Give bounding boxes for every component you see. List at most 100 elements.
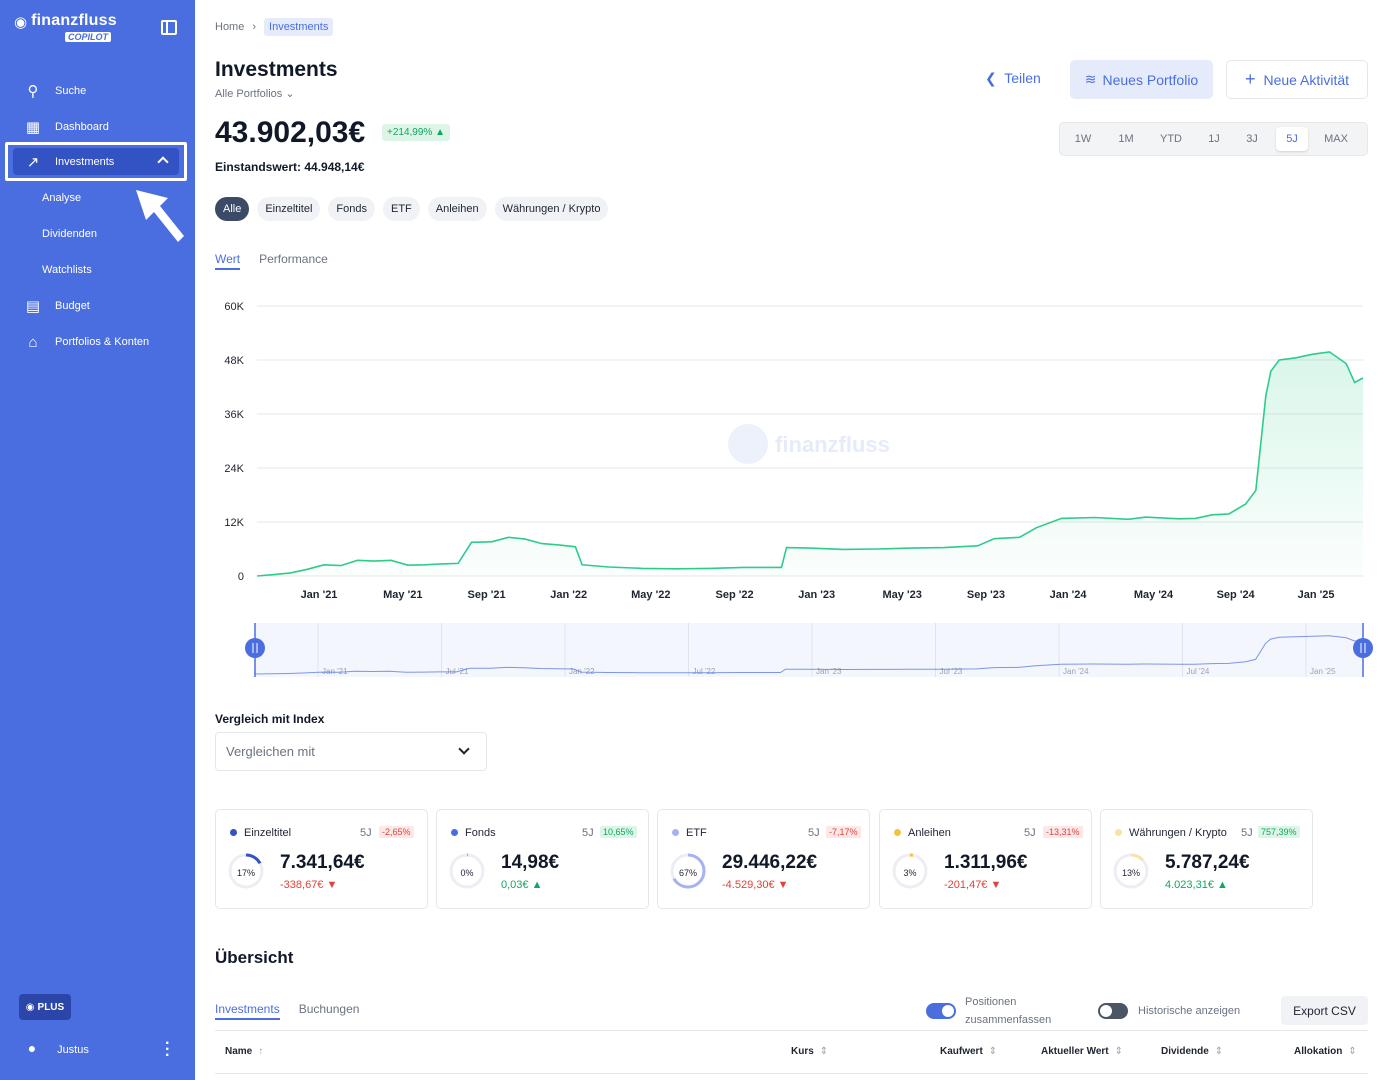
- plan-badge[interactable]: ◉ PLUS: [19, 994, 71, 1020]
- summarize-toggle[interactable]: [926, 1003, 956, 1019]
- range-1j[interactable]: 1J: [1208, 133, 1220, 145]
- budget-icon: ▤: [25, 298, 41, 315]
- triangle-down-icon: ▼: [774, 879, 789, 891]
- category-change-value: -201,47€: [944, 879, 988, 891]
- sidebar-item-portfolios[interactable]: ⌂ Portfolios & Konten: [0, 327, 195, 357]
- filter-anleihen[interactable]: Anleihen: [427, 197, 487, 221]
- user-profile[interactable]: ● Justus: [24, 1040, 89, 1056]
- history-toggle[interactable]: [1098, 1003, 1128, 1019]
- compare-select[interactable]: Vergleichen mit: [215, 732, 487, 771]
- column-header-kurs[interactable]: Kurs ⇕: [791, 1046, 828, 1057]
- tab-buchungen[interactable]: Buchungen: [298, 1002, 360, 1016]
- share-button[interactable]: ❮ Teilen: [985, 70, 1041, 87]
- category-card[interactable]: ETF 5J -7,17% 67% 29.446,22€ -4.529,30€ ▼: [657, 809, 870, 909]
- category-performance: -2,65%: [379, 826, 414, 838]
- new-activity-button[interactable]: + Neue Aktivität: [1226, 60, 1368, 99]
- category-period: 5J: [1241, 827, 1253, 839]
- overview-tabs: Investments Buchungen: [215, 1002, 359, 1020]
- category-period: 5J: [360, 827, 372, 839]
- navigator-line: [254, 635, 1364, 675]
- tab-investments[interactable]: Investments: [215, 1002, 280, 1020]
- sidebar-item-suche[interactable]: ⚲ Suche: [0, 76, 195, 106]
- range-5j[interactable]: 5J: [1276, 127, 1308, 151]
- tab-wert[interactable]: Wert: [215, 252, 241, 270]
- avatar-icon: ●: [27, 1040, 37, 1056]
- column-label: Aktueller Wert: [1041, 1046, 1109, 1057]
- sidebar: ◉ finanzfluss COPILOT ⚲ Suche ▦ Dashboar…: [0, 0, 195, 1080]
- new-portfolio-button[interactable]: ≋ Neues Portfolio: [1070, 60, 1213, 99]
- triangle-up-icon: ▲: [528, 879, 543, 891]
- category-change: 0,03€ ▲: [501, 879, 542, 891]
- bank-icon: ⌂: [28, 333, 38, 351]
- sort-icon: ⇕: [819, 1046, 829, 1057]
- triangle-up-icon: ▲: [1213, 879, 1228, 891]
- category-card[interactable]: Anleihen 5J -13,31% 3% 1.311,96€ -201,47€ ▼: [879, 809, 1092, 909]
- range-1m[interactable]: 1M: [1118, 133, 1134, 145]
- y-tick-label: 48K: [224, 355, 244, 367]
- x-tick-label: Sep '24: [1217, 589, 1256, 601]
- x-tick-label: Jan '21: [301, 589, 338, 601]
- navigator-handle-right[interactable]: [1353, 638, 1373, 658]
- compare-placeholder: Vergleichen mit: [226, 744, 315, 759]
- category-performance: -13,31%: [1043, 826, 1083, 838]
- column-header-allokation[interactable]: Allokation ⇕: [1294, 1046, 1357, 1057]
- sidebar-item-budget[interactable]: ▤ Budget: [0, 291, 195, 321]
- triangle-up-icon: ▲: [435, 127, 446, 138]
- filter-waehrungen-krypto[interactable]: Währungen / Krypto: [494, 197, 609, 221]
- category-card[interactable]: Währungen / Krypto 5J 757,39% 13% 5.787,24€ 4…: [1100, 809, 1313, 909]
- range-1w[interactable]: 1W: [1074, 133, 1092, 145]
- allocation-arc: [1113, 853, 1149, 889]
- sort-icon: ⇕: [1348, 1046, 1357, 1057]
- gain-badge: +214,99% ▲: [382, 124, 451, 141]
- category-card[interactable]: Einzeltitel 5J -2,65% 17% 7.341,64€ -338,67€ …: [215, 809, 428, 909]
- category-name: Währungen / Krypto: [1129, 827, 1227, 839]
- sidebar-item-watchlists[interactable]: Watchlists: [42, 264, 92, 276]
- column-header-dividende[interactable]: Dividende ⇕: [1161, 1046, 1223, 1057]
- export-csv-button[interactable]: Export CSV: [1281, 996, 1368, 1025]
- sidebar-item-investments-row[interactable]: ↗ Investments: [0, 147, 195, 177]
- portfolio-value: 43.902,03€: [215, 116, 366, 149]
- new-portfolio-label: Neues Portfolio: [1102, 71, 1199, 88]
- column-header-aktueller-wert[interactable]: Aktueller Wert ⇕: [1041, 1046, 1123, 1057]
- category-name: Fonds: [465, 827, 496, 839]
- range-max[interactable]: MAX: [1324, 133, 1348, 145]
- range-3j[interactable]: 3J: [1246, 133, 1258, 145]
- divider: [215, 1030, 1368, 1031]
- filter-fonds[interactable]: Fonds: [328, 197, 375, 221]
- allocation-arc: [449, 853, 485, 889]
- column-header-kaufwert[interactable]: Kaufwert ⇕: [940, 1046, 997, 1057]
- column-header-name[interactable]: Name ↑: [225, 1046, 263, 1057]
- sidebar-item-investments[interactable]: [5, 142, 187, 181]
- chart-icon: ↗: [26, 154, 40, 171]
- share-icon: ❮: [985, 70, 997, 86]
- category-dot: [451, 829, 458, 836]
- more-menu-icon[interactable]: · · ·: [165, 1035, 171, 1064]
- x-tick-label: Sep '22: [716, 589, 754, 601]
- sidebar-item-dashboard[interactable]: ▦ Dashboard: [0, 112, 195, 142]
- column-label: Name: [225, 1046, 253, 1057]
- range-ytd[interactable]: YTD: [1160, 133, 1182, 145]
- plus-icon: +: [1244, 69, 1256, 89]
- allocation-ring: [449, 853, 485, 889]
- sidebar-collapse-icon[interactable]: [161, 20, 177, 35]
- tab-performance[interactable]: Performance: [259, 252, 328, 266]
- app-name: finanzfluss: [31, 12, 117, 29]
- breadcrumb-home[interactable]: Home: [215, 21, 245, 33]
- range-navigator[interactable]: Jan '21 Jul '21 Jan '22 Jul '22 Jan '23 Jul '…: [245, 623, 1373, 677]
- category-card[interactable]: Fonds 5J 10,65% 0% 14,98€ 0,03€ ▲: [436, 809, 649, 909]
- plan-badge-label: PLUS: [37, 1001, 65, 1013]
- category-change-value: 0,03€: [501, 879, 529, 891]
- value-chart[interactable]: 60K 48K 36K 24K 12K 0 Jan '21 May '21 Sep '21 Ja…: [195, 290, 1387, 690]
- portfolio-select[interactable]: Alle Portfolios ⌄: [215, 87, 295, 100]
- navigator-handle-left[interactable]: [245, 638, 265, 658]
- category-period: 5J: [1024, 827, 1036, 839]
- app-logo[interactable]: ◉ finanzfluss COPILOT: [14, 12, 117, 42]
- filter-etf[interactable]: ETF: [383, 197, 420, 221]
- column-label: Kaufwert: [940, 1046, 983, 1057]
- allocation-share: 67%: [678, 868, 697, 878]
- allocation-share: 0%: [460, 868, 474, 878]
- sidebar-item-dividenden[interactable]: Dividenden: [42, 228, 98, 240]
- filter-alle[interactable]: Alle: [215, 197, 250, 221]
- sidebar-item-analyse[interactable]: Analyse: [42, 192, 82, 204]
- filter-einzeltitel[interactable]: Einzeltitel: [257, 197, 321, 221]
